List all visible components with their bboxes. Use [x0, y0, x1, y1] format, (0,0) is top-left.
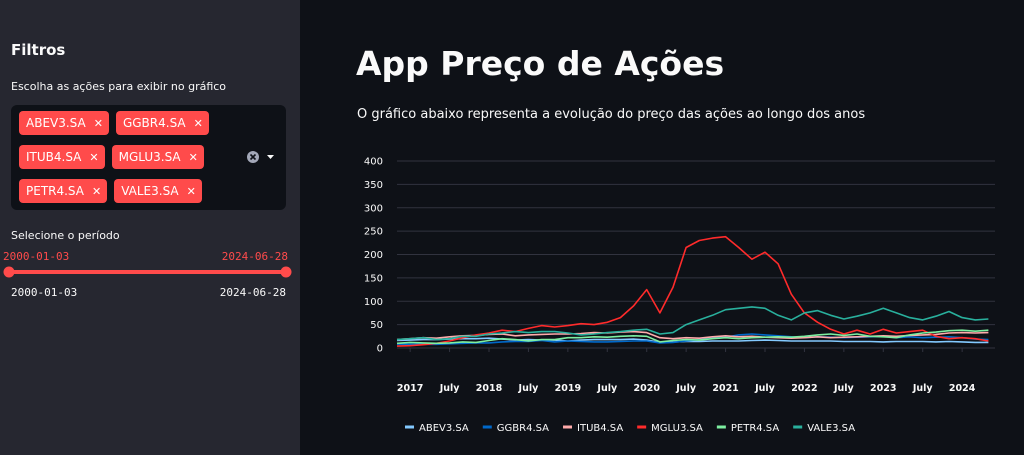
y-tick-label: 150 — [364, 273, 383, 284]
tag: MGLU3.SA ✕ — [111, 145, 204, 169]
tag: VALE3.SA ✕ — [114, 179, 202, 203]
y-tick-label: 250 — [364, 227, 383, 238]
tag-label: VALE3.SA — [121, 184, 179, 198]
tag-remove[interactable]: ✕ — [93, 116, 103, 130]
multiselect-label: Escolha as ações para exibir no gráfico — [11, 80, 227, 93]
slider-min: 2000-01-03 — [11, 286, 78, 299]
x-tick-label: 2017 — [397, 383, 423, 394]
x-tick-label: 2024 — [949, 383, 976, 394]
legend-label: GGBR4.SA — [497, 423, 549, 434]
slider-start-value: 2000-01-03 — [3, 250, 70, 263]
slider-label: Selecione o período — [11, 229, 120, 242]
tag-remove[interactable]: ✕ — [186, 184, 196, 198]
tag: PETR4.SA ✕ — [19, 179, 108, 203]
sidebar: Filtros Escolha as ações para exibir no … — [0, 0, 300, 455]
page-description: O gráfico abaixo representa a evolução d… — [357, 107, 866, 122]
x-tick-label: 2020 — [633, 383, 660, 394]
x-tick-label: 2021 — [712, 383, 738, 394]
tag-remove[interactable]: ✕ — [193, 116, 203, 130]
x-tick-label: July — [675, 383, 697, 394]
legend-label: PETR4.SA — [731, 423, 779, 434]
x-tick-label: July — [754, 383, 776, 394]
page-title: App Preço de Ações — [356, 44, 725, 83]
x-tick-label: 2023 — [870, 383, 896, 394]
sidebar-title: Filtros — [11, 41, 66, 59]
legend-label: ITUB4.SA — [577, 423, 623, 434]
legend-label: VALE3.SA — [807, 423, 855, 434]
tag-label: ITUB4.SA — [26, 150, 82, 164]
tag-label: PETR4.SA — [26, 184, 84, 198]
y-tick-label: 0 — [377, 344, 383, 355]
series-line — [396, 235, 989, 347]
tag-remove[interactable]: ✕ — [89, 150, 99, 164]
tag-label: MGLU3.SA — [118, 150, 181, 164]
tag-label: ABEV3.SA — [26, 116, 86, 130]
x-tick-label: July — [518, 383, 540, 394]
slider-max: 2024-06-28 — [219, 286, 286, 299]
series-line — [396, 337, 989, 344]
multiselect-icons — [247, 151, 274, 163]
tag: GGBR4.SA ✕ — [115, 111, 209, 135]
dropdown-arrow[interactable] — [267, 155, 274, 159]
tag: ITUB4.SA ✕ — [19, 145, 105, 169]
x-tick-label: July — [596, 383, 618, 394]
y-tick-label: 300 — [364, 203, 383, 214]
series-line — [396, 329, 989, 345]
y-tick-label: 100 — [364, 297, 383, 308]
tag: ABEV3.SA ✕ — [19, 111, 109, 135]
series-line — [396, 306, 989, 341]
y-tick-label: 400 — [364, 157, 383, 168]
legend-label: ABEV3.SA — [419, 423, 469, 434]
x-tick-label: 2018 — [476, 383, 503, 394]
tag-list: ABEV3.SA ✕ GGBR4.SA ✕ ITUB4.SA ✕ MGLU3.SA ✕ PETR… — [19, 111, 219, 203]
x-tick-label: July — [833, 383, 855, 394]
chart: 0 50 100 150 200 250 300 350 400 2017 July 2018 July… — [364, 157, 995, 434]
tag-remove[interactable]: ✕ — [188, 150, 198, 164]
x-tick-label: 2019 — [555, 383, 581, 394]
slider-thumb[interactable] — [280, 266, 292, 278]
multiselect[interactable]: ABEV3.SA ✕ GGBR4.SA ✕ ITUB4.SA ✕ MGLU3.SA ✕ PETR… — [11, 105, 286, 210]
tag-remove[interactable]: ✕ — [91, 184, 102, 198]
x-tick-label: 2022 — [791, 383, 817, 394]
slider-thumb[interactable] — [3, 266, 15, 278]
slider-end-value: 2024-06-28 — [221, 250, 288, 263]
y-tick-label: 200 — [364, 250, 383, 261]
y-tick-label: 50 — [370, 320, 383, 331]
slider — [3, 266, 292, 278]
clear-icon — [249, 153, 257, 161]
y-tick-label: 350 — [364, 180, 383, 191]
x-tick-label: July — [439, 383, 461, 394]
tag-label: GGBR4.SA — [122, 116, 186, 130]
legend-label: MGLU3.SA — [651, 423, 703, 434]
x-tick-label: July — [912, 383, 934, 394]
